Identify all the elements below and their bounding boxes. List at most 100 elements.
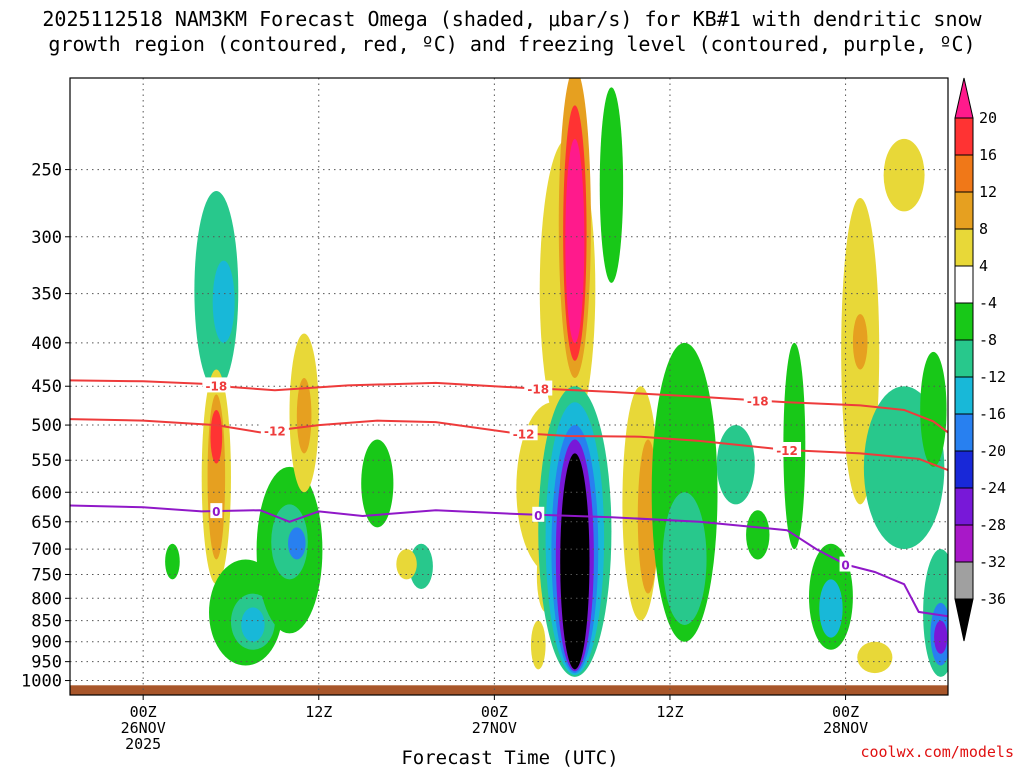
omega-region-29	[599, 87, 624, 283]
y-tick-label-350: 350	[31, 285, 62, 305]
omega-region-14	[409, 543, 433, 589]
colorbar-segment-2	[954, 154, 974, 193]
contour-label-bg-1-1	[509, 425, 538, 441]
colorbar-segment-3	[954, 191, 974, 230]
colorbar-segment-5	[954, 265, 974, 304]
chart-title-line-2: growth region (contoured, red, ºC) and f…	[48, 32, 975, 56]
omega-region-35	[746, 510, 770, 560]
contour-label-bg-2-2	[839, 556, 852, 572]
plot-area: -18 -18 -18 -12 -12 -12 0 0 0	[69, 77, 949, 696]
omega-region-33	[662, 492, 707, 625]
isotherm-contours: -18 -18 -18 -12 -12 -12 0 0 0	[70, 377, 948, 618]
omega-region-40	[852, 314, 868, 370]
omega-region-15	[396, 549, 417, 580]
omega-region-44	[920, 351, 947, 467]
omega-region-10	[288, 527, 306, 560]
contour-label-0-2: -18	[747, 394, 769, 408]
y-tick-label-400: 400	[31, 334, 62, 354]
colorbar-label-12: -32	[979, 553, 1006, 571]
y-tick-label-900: 900	[31, 633, 62, 653]
contour-label-2-1: 0	[534, 509, 542, 523]
omega-region-22	[565, 138, 585, 343]
contour-label-bg-0-2	[743, 392, 772, 408]
x-tick-label-0-2: 2025	[125, 735, 161, 753]
colorbar-label-11: -28	[979, 516, 1006, 534]
colorbar: 20 16 12 8 4 -4 -8 -12 -16 -20 -24 -28 -32 -36	[954, 77, 1006, 642]
contour-label-0-1: -18	[527, 383, 549, 397]
colorbar-segment-8	[954, 376, 974, 415]
y-tick-label-800: 800	[31, 589, 62, 609]
colorbar-label-10: -24	[979, 479, 1006, 497]
colorbar-segment-4	[954, 228, 974, 267]
contour-label-bg-0-1	[524, 380, 553, 396]
omega-region-28	[560, 453, 590, 670]
y-tick-label-700: 700	[31, 540, 62, 560]
x-tick-label-0-1: 26NOV	[121, 719, 166, 737]
y-tick-label-1000: 1000	[21, 672, 62, 692]
colorbar-segment-6	[954, 302, 974, 341]
x-tick-label-2-1: 27NOV	[472, 719, 517, 737]
omega-region-41	[883, 138, 925, 212]
y-tick-label-850: 850	[31, 612, 62, 632]
x-tick-label-2-0: 00Z	[481, 703, 508, 721]
colorbar-segment-12	[954, 524, 974, 563]
omega-region-16	[165, 543, 180, 580]
colorbar-label-7: -12	[979, 368, 1006, 386]
omega-region-1	[212, 260, 235, 343]
y-tick-label-650: 650	[31, 513, 62, 533]
contour-label-bg-2-0	[210, 503, 223, 519]
omega-region-4	[210, 410, 223, 464]
contour-label-1-2: -12	[776, 444, 798, 458]
omega-shading-layer	[165, 78, 948, 677]
omega-region-38	[819, 579, 843, 638]
colorbar-label-9: -20	[979, 442, 1006, 460]
colorbar-segment-13	[954, 561, 974, 600]
contour-label-bg-1-0	[260, 422, 289, 438]
contour-line-2	[70, 504, 948, 618]
y-tick-label-250: 250	[31, 161, 62, 181]
contour-label-bg-1-2	[773, 441, 802, 457]
colorbar-segment-14	[954, 598, 974, 642]
colorbar-segment-10	[954, 450, 974, 489]
colorbar-segment-11	[954, 487, 974, 526]
contour-label-1-0: -12	[264, 425, 286, 439]
omega-region-12	[296, 377, 312, 454]
y-tick-label-600: 600	[31, 483, 62, 503]
colorbar-segment-7	[954, 339, 974, 378]
credit-text: coolwx.com/models	[860, 743, 1014, 761]
omega-region-48	[857, 641, 893, 674]
y-tick-label-300: 300	[31, 228, 62, 248]
x-tick-label-4-1: 28NOV	[823, 719, 868, 737]
y-tick-label-750: 750	[31, 566, 62, 586]
colorbar-label-1: 16	[979, 146, 997, 164]
omega-region-7	[241, 607, 265, 642]
x-tick-label-3-0: 12Z	[656, 703, 683, 721]
x-tick-label-1-0: 12Z	[305, 703, 332, 721]
contour-label-2-2: 0	[841, 559, 849, 573]
colorbar-segment-9	[954, 413, 974, 452]
omega-region-47	[934, 620, 948, 654]
y-tick-label-950: 950	[31, 653, 62, 673]
colorbar-label-2: 12	[979, 183, 997, 201]
colorbar-segment-0	[954, 77, 974, 119]
y-tick-label-500: 500	[31, 416, 62, 436]
contour-label-bg-2-1	[532, 506, 545, 522]
y-tick-label-450: 450	[31, 377, 62, 397]
omega-region-43	[874, 466, 905, 522]
omega-region-13	[361, 439, 394, 528]
chart-title-line-1: 2025112518 NAM3KM Forecast Omega (shaded…	[42, 7, 982, 31]
contour-line-1	[70, 418, 948, 472]
colorbar-label-6: -8	[979, 331, 997, 349]
x-tick-label-4-0: 00Z	[832, 703, 859, 721]
colorbar-label-4: 4	[979, 257, 988, 275]
y-axis-pressure: 2503003504004505005506006507007508008509…	[21, 161, 70, 692]
colorbar-label-3: 8	[979, 220, 988, 238]
x-tick-label-0-0: 00Z	[130, 703, 157, 721]
y-tick-label-550: 550	[31, 451, 62, 471]
contour-label-0-0: -18	[205, 379, 227, 393]
colorbar-label-5: -4	[979, 294, 997, 312]
colorbar-segment-1	[954, 117, 974, 156]
x-axis-label: Forecast Time (UTC)	[401, 747, 618, 768]
